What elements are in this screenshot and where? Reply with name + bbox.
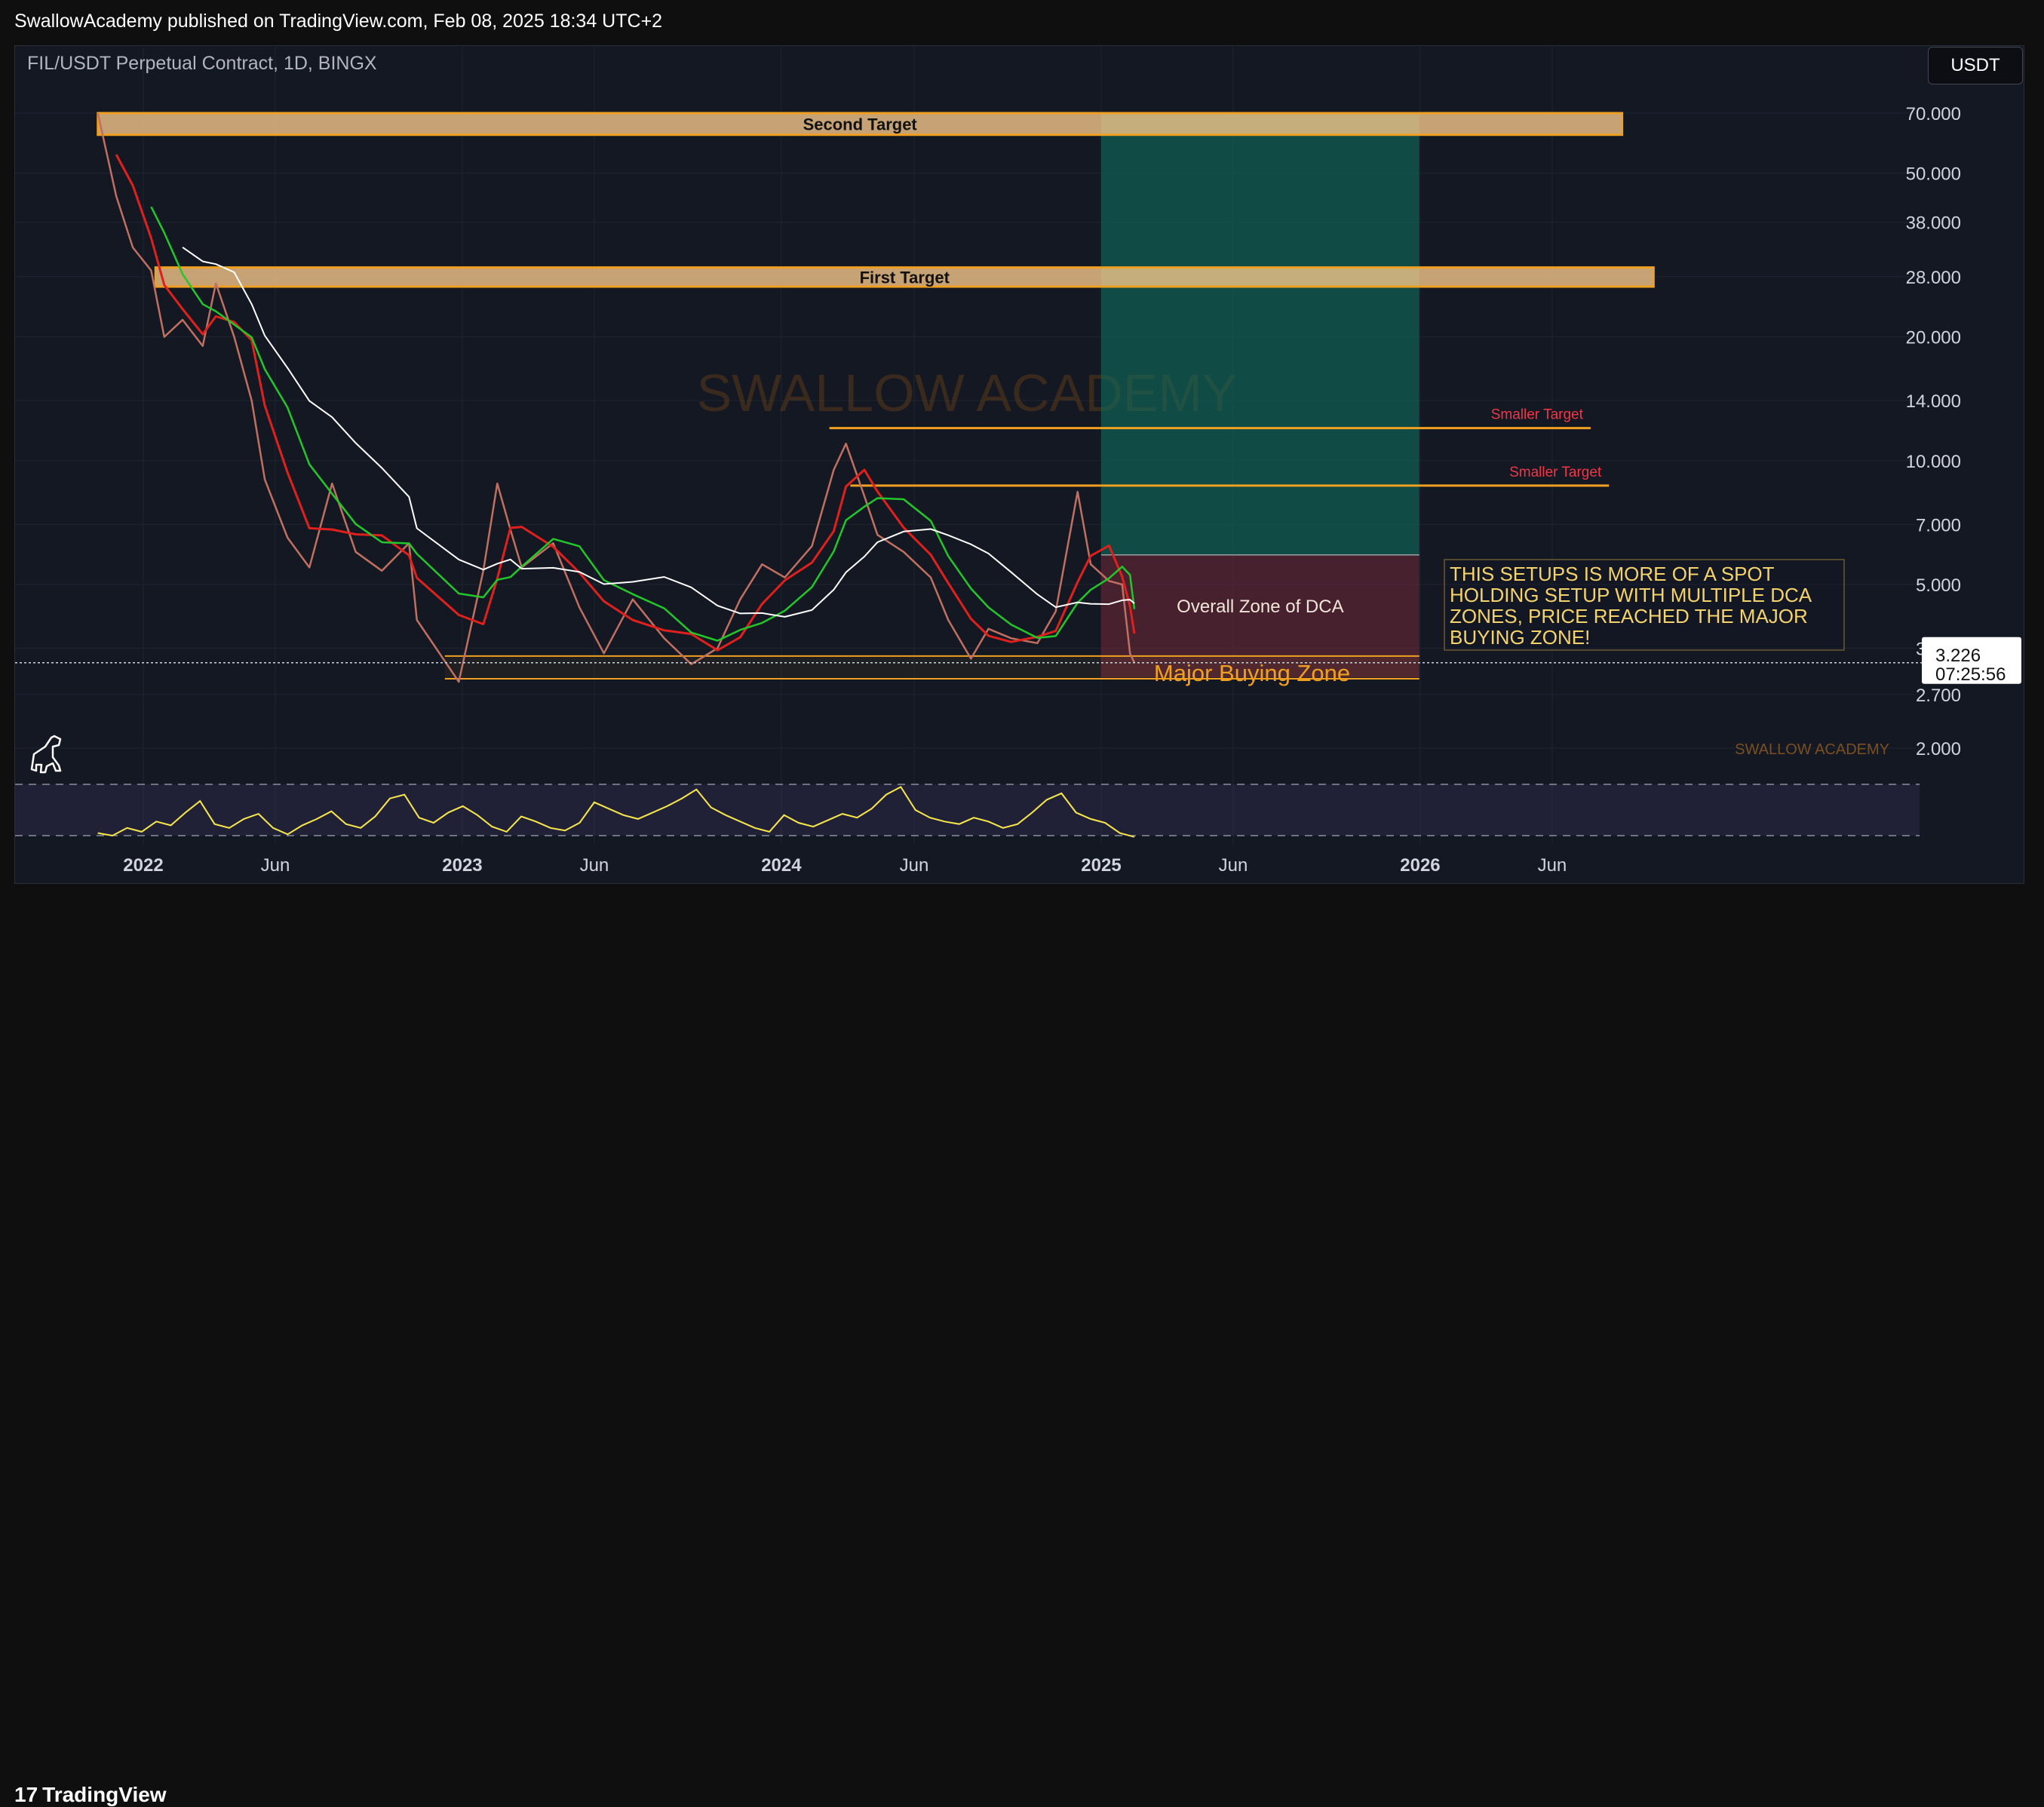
published-info: SwallowAcademy published on TradingView.… xyxy=(14,11,663,32)
x-axis-tick-label: Jun xyxy=(1538,855,1567,876)
second-target-zone xyxy=(97,112,1624,137)
tradingview-logo-icon: 17 xyxy=(14,1783,38,1806)
current-price-value: 3.226 xyxy=(1935,646,1981,666)
first-target-zone xyxy=(154,266,1655,288)
dca-zone-label: Overall Zone of DCA xyxy=(1177,597,1343,617)
y-axis-tick-label: 10.000 xyxy=(1906,452,1961,472)
current-price-tag xyxy=(1922,637,2021,684)
setup-note-text: ZONES, PRICE REACHED THE MAJOR xyxy=(1450,605,1808,627)
tradingview-logo-text: TradingView xyxy=(42,1783,167,1806)
x-axis-tick-label: 2022 xyxy=(123,855,163,876)
y-axis-tick-label: 20.000 xyxy=(1906,328,1961,348)
y-axis-tick-label: 5.000 xyxy=(1916,575,1961,596)
long-position-profit-zone xyxy=(1101,113,1419,555)
top-bar: SwallowAcademy published on TradingView.… xyxy=(0,0,2044,45)
footer: 17 TradingView xyxy=(0,884,2044,1806)
chart-pane[interactable] xyxy=(14,45,2024,884)
y-axis-tick-label: 2.000 xyxy=(1916,739,1961,759)
x-axis-tick-label: Jun xyxy=(580,855,609,876)
watermark-small: SWALLOW ACADEMY xyxy=(1735,741,1889,758)
smaller-target-2-label: Smaller Target xyxy=(1509,465,1602,480)
second-target-zone-label: Second Target xyxy=(803,115,918,133)
price-chart[interactable]: SWALLOW ACADEMY Overall Zone of DCA Major … xyxy=(0,0,2044,937)
ma-fast-line xyxy=(115,154,1136,652)
x-axis-tick-label: Jun xyxy=(1219,855,1248,876)
setup-note-text: HOLDING SETUP WITH MULTIPLE DCA xyxy=(1450,584,1812,606)
y-axis-tick-label: 28.000 xyxy=(1906,268,1961,288)
setup-note-text: THIS SETUPS IS MORE OF A SPOT xyxy=(1450,563,1775,585)
y-axis-tick-label: 38.000 xyxy=(1906,213,1961,234)
y-axis-tick-label: 7.000 xyxy=(1916,515,1961,535)
x-axis-tick-label: 2025 xyxy=(1081,855,1121,876)
price-line xyxy=(97,112,1136,683)
rsi-band xyxy=(15,784,1920,836)
y-axis-tick-label: 2.700 xyxy=(1916,686,1961,706)
x-axis-tick-label: 2023 xyxy=(442,855,482,876)
x-axis-tick-label: 2024 xyxy=(761,855,802,876)
y-axis-tick-label: 50.000 xyxy=(1906,164,1961,185)
setup-note-box xyxy=(1444,559,1845,651)
tradingview-logo[interactable]: 17 TradingView xyxy=(14,1783,167,1807)
currency-button[interactable]: USDT xyxy=(1928,47,2023,84)
setup-note-text: BUYING ZONE! xyxy=(1450,626,1590,649)
dinosaur-icon xyxy=(30,735,62,774)
ma-slow-line xyxy=(182,247,1135,618)
ma-mid-line xyxy=(150,206,1136,642)
x-axis-tick-label: 2026 xyxy=(1400,855,1440,876)
bar-countdown: 07:25:56 xyxy=(1935,664,2006,685)
smaller-target-1-label: Smaller Target xyxy=(1491,407,1584,423)
rsi-line xyxy=(97,786,1135,838)
y-axis-tick-label: 70.000 xyxy=(1906,104,1961,124)
long-position-loss-zone xyxy=(1101,554,1419,678)
x-axis-tick-label: Jun xyxy=(261,855,290,876)
x-axis-tick-label: Jun xyxy=(900,855,929,876)
buying-zone-label: Major Buying Zone xyxy=(1154,660,1350,686)
symbol-title: FIL/USDT Perpetual Contract, 1D, BINGX xyxy=(27,53,377,74)
y-axis-tick-label: 14.000 xyxy=(1906,391,1961,412)
buying-zone-fill xyxy=(444,655,1419,679)
first-target-zone-label: First Target xyxy=(860,268,950,287)
